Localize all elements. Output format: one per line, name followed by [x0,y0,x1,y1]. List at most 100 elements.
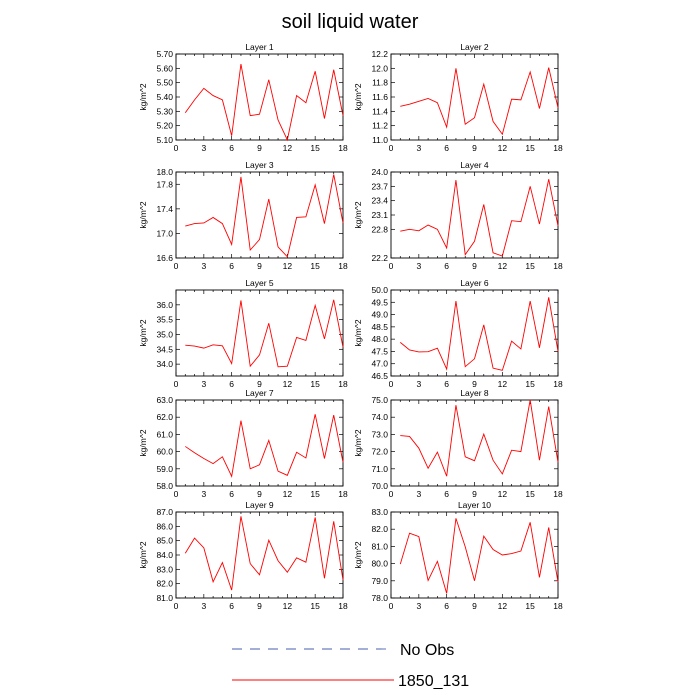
x-tick-label: 0 [174,489,179,499]
y-tick-label: 5.40 [156,92,173,102]
x-tick-label: 0 [389,489,394,499]
y-tick-label: 62.0 [156,412,173,422]
x-tick-label: 12 [498,601,508,611]
series-line-1850-131 [185,174,344,258]
x-tick-label: 9 [257,601,262,611]
x-tick-label: 12 [498,379,508,389]
y-tick-label: 11.6 [372,92,388,102]
x-tick-label: 15 [310,601,320,611]
plot-frame [390,53,559,141]
y-tick-label: 12.2 [371,49,388,59]
y-axis-label: kg/m^2 [138,83,148,110]
y-tick-label: 5.70 [156,49,173,59]
x-tick-label: 9 [472,143,477,153]
y-tick-label: 23.4 [371,196,388,206]
y-axis-label: kg/m^2 [138,541,148,568]
y-tick-label: 47.5 [371,346,388,356]
y-tick-label: 24.0 [371,167,388,177]
x-tick-label: 12 [283,143,293,153]
x-tick-label: 3 [201,143,206,153]
series-line-1850-131 [399,297,559,371]
x-tick-label: 3 [201,379,206,389]
y-tick-label: 11.8 [372,78,388,88]
x-tick-label: 6 [229,489,234,499]
plot-frame [390,399,559,487]
y-axis-label: kg/m^2 [353,201,363,228]
panel-layer-6: Layer 6 0 3 6 9 12 15 18 46.5 47.0 47.5 48.0 48.5 49.… [353,278,563,389]
x-tick-label: 15 [310,143,320,153]
y-axis-label: kg/m^2 [138,319,148,346]
x-tick-label: 6 [444,261,449,271]
x-tick-label: 0 [174,601,179,611]
y-axis-label: kg/m^2 [353,541,363,568]
y-tick-label: 87.0 [156,507,173,517]
y-tick-label: 79.0 [371,576,388,586]
x-tick-label: 9 [472,379,477,389]
series-line-1850-131 [185,299,344,368]
y-tick-label: 16.6 [156,253,173,263]
x-tick-label: 0 [389,143,394,153]
x-tick-label: 15 [525,379,535,389]
x-tick-label: 0 [174,143,179,153]
legend-item-no-obs: No Obs [232,642,454,659]
x-tick-label: 15 [310,379,320,389]
x-tick-label: 18 [553,379,563,389]
x-tick-label: 9 [257,379,262,389]
panel-title: Layer 6 [460,278,489,288]
x-tick-label: 6 [229,143,234,153]
series-line-1850-131 [184,63,344,142]
x-tick-label: 9 [257,489,262,499]
y-tick-label: 75.0 [371,395,388,405]
y-tick-label: 59.0 [156,464,173,474]
series-line-1850-131 [399,518,559,594]
x-tick-label: 6 [444,379,449,389]
x-tick-label: 15 [525,601,535,611]
y-tick-label: 17.0 [156,228,173,238]
y-tick-label: 11.0 [372,135,388,145]
x-tick-label: 9 [472,261,477,271]
panel-title: Layer 3 [245,160,274,170]
x-tick-label: 3 [201,489,206,499]
x-tick-label: 9 [257,143,262,153]
panel-layer-7: Layer 7 0 3 6 9 12 15 18 58.0 59.0 60.0 61.0 62.0 63.… [138,388,348,499]
panel-title: Layer 5 [245,278,274,288]
series-line-1850-131 [400,67,559,136]
plot-frame [390,511,559,599]
x-tick-label: 6 [444,489,449,499]
x-tick-label: 9 [472,489,477,499]
y-tick-label: 70.0 [371,481,388,491]
series-line-1850-131 [400,179,559,257]
plot-frame [390,171,559,259]
legend-item-1850-131: 1850_131 [232,673,469,690]
y-tick-label: 58.0 [156,481,173,491]
x-tick-label: 18 [338,489,348,499]
panels: Layer 10 3 6 9 12 15 185.105.205.305.405.505.6… [138,42,563,611]
y-tick-label: 18.0 [156,167,173,177]
x-tick-label: 9 [472,601,477,611]
y-tick-label: 35.5 [156,315,173,325]
plot-frame [390,289,559,377]
y-tick-label: 23.1 [371,210,388,220]
x-tick-label: 15 [310,261,320,271]
y-tick-label: 11.2 [372,121,388,131]
y-tick-label: 35.0 [156,329,173,339]
x-tick-label: 15 [525,489,535,499]
x-tick-label: 6 [229,379,234,389]
x-tick-label: 18 [553,601,563,611]
plot-frame [175,511,344,599]
panel-title: Layer 2 [460,42,489,52]
y-tick-label: 83.0 [156,564,173,574]
y-tick-label: 85.0 [156,536,173,546]
x-tick-label: 12 [283,261,293,271]
y-tick-label: 81.0 [156,593,173,603]
panel-layer-10: Layer 10 0 3 6 9 12 15 18 78.0 79.0 80.0 81.0 82.0 83… [353,500,563,611]
legend: No Obs 1850_131 [232,642,469,690]
x-tick-label: 18 [553,489,563,499]
panel-title: Layer 10 [458,500,491,510]
x-tick-label: 9 [257,261,262,271]
panel-layer-8: Layer 8 0 3 6 9 12 15 18 70.0 71.0 72.0 73.0 74.0 75.… [353,388,563,499]
y-tick-label: 11.4 [372,106,388,116]
x-tick-label: 6 [444,143,449,153]
y-tick-label: 12.0 [371,63,388,73]
y-tick-label: 50.0 [371,285,388,295]
